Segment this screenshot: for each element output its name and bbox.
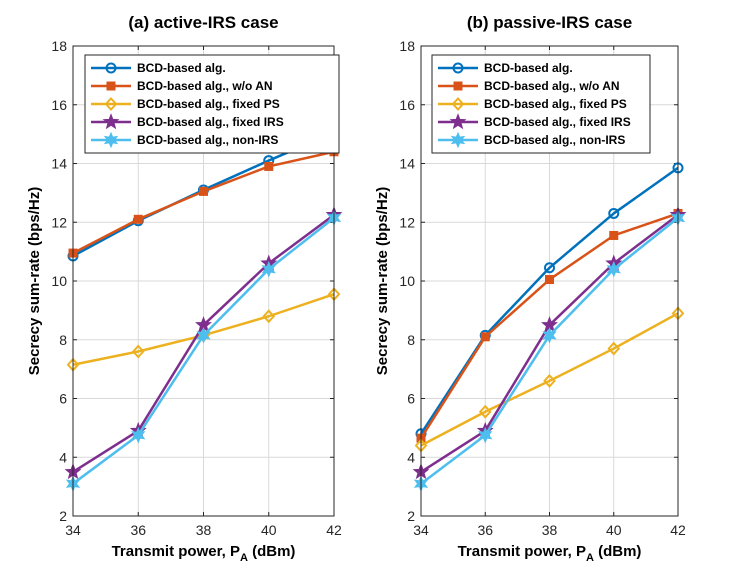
legend-marker: [105, 62, 117, 74]
data-point: [133, 214, 143, 224]
x-tick-label: 42: [670, 522, 686, 538]
x-tick-label: 42: [326, 522, 342, 538]
x-axis-label-unit: (dBm): [248, 543, 296, 560]
x-tick-label: 38: [542, 522, 558, 538]
data-point: [261, 260, 276, 278]
y-tick-label: 8: [59, 332, 67, 348]
x-axis-label-main: Transmit power, P: [458, 543, 586, 560]
legend-marker: [451, 97, 465, 111]
legend-marker: [449, 113, 467, 130]
series-line-1: [419, 166, 679, 435]
y-tick-label: 14: [399, 156, 415, 172]
data-point: [131, 426, 146, 444]
data-point: [607, 341, 621, 356]
x-axis-label: Transmit power, PA (dBm): [458, 543, 642, 564]
plot-frame: [72, 45, 335, 517]
y-axis-label: Secrecy sum-rate (bps/Hz): [374, 187, 391, 375]
y-tick-label: 8: [407, 332, 415, 348]
data-point: [542, 327, 557, 344]
data-point: [609, 230, 619, 240]
x-tick-label: 38: [196, 522, 212, 538]
x-tick-label: 36: [477, 522, 493, 538]
y-tick-label: 18: [399, 38, 415, 54]
legend: BCD-based alg. BCD-based alg., w/o AN BCD-…: [431, 54, 651, 154]
data-point: [480, 332, 490, 342]
x-tick-label: 34: [65, 522, 81, 538]
data-point: [608, 207, 620, 219]
y-tick-label: 2: [407, 508, 415, 524]
data-point: [199, 186, 208, 196]
x-axis-label-unit: (dBm): [594, 543, 642, 560]
legend-marker: [103, 131, 119, 149]
y-tick-label: 2: [59, 508, 67, 524]
legend-entry-label: BCD-based alg., non-IRS: [137, 133, 278, 147]
x-tick-label: 40: [606, 522, 622, 538]
legend-marker: [102, 113, 120, 130]
y-tick-label: 4: [59, 449, 67, 465]
data-point: [478, 426, 493, 444]
data-point: [543, 373, 556, 388]
legend: BCD-based alg. BCD-based alg., w/o AN BCD-…: [84, 54, 340, 154]
legend-entry-label: BCD-based alg., w/o AN: [484, 79, 620, 93]
y-tick-label: 14: [51, 156, 67, 172]
y-tick-label: 6: [59, 391, 67, 407]
y-tick-label: 16: [51, 97, 67, 113]
x-axis-label-subscript: A: [586, 552, 594, 564]
legend-entry-label: BCD-based alg.: [484, 61, 573, 75]
chart-title: (b) passive-IRS case: [467, 13, 632, 32]
data-point: [262, 309, 276, 324]
y-tick-label: 10: [51, 273, 67, 289]
legend-entry-label: BCD-based alg., w/o AN: [137, 79, 273, 93]
legend-entry-label: BCD-based alg., non-IRS: [484, 133, 625, 147]
data-point: [478, 404, 492, 419]
legend-entry-label: BCD-based alg., fixed PS: [137, 97, 280, 111]
y-axis-label: Secrecy sum-rate (bps/Hz): [26, 187, 43, 375]
y-tick-label: 6: [407, 391, 415, 407]
y-tick-label: 10: [399, 273, 415, 289]
x-tick-label: 36: [130, 522, 146, 538]
data-point: [545, 275, 554, 285]
legend-marker: [104, 97, 118, 111]
legend-entry-label: BCD-based alg., fixed IRS: [484, 115, 631, 129]
legend-box: [84, 54, 340, 154]
legend-entry-label: BCD-based alg., fixed IRS: [137, 115, 284, 129]
data-point: [131, 344, 145, 359]
y-tick-label: 12: [51, 214, 67, 230]
y-tick-label: 16: [399, 97, 415, 113]
plot-frame: [420, 45, 679, 517]
x-tick-label: 40: [261, 522, 277, 538]
x-axis-label-subscript: A: [240, 552, 248, 564]
legend-entry-label: BCD-based alg., fixed PS: [484, 97, 627, 111]
legend-marker: [450, 131, 466, 149]
data-point: [606, 260, 621, 278]
legend-entry-label: BCD-based alg.: [137, 61, 226, 75]
legend-marker: [106, 81, 116, 91]
series-line-3: [420, 312, 679, 447]
y-tick-label: 18: [51, 38, 67, 54]
x-axis-label: Transmit power, PA (dBm): [112, 543, 296, 564]
data-point: [196, 327, 211, 344]
data-point: [264, 161, 274, 171]
legend-marker: [453, 81, 463, 91]
y-tick-label: 4: [407, 449, 415, 465]
legend-marker: [452, 62, 464, 74]
x-axis-label-main: Transmit power, P: [112, 543, 240, 560]
chart-title: (a) active-IRS case: [128, 13, 278, 32]
y-tick-label: 12: [399, 214, 415, 230]
data-point: [544, 262, 555, 274]
x-tick-label: 34: [413, 522, 429, 538]
